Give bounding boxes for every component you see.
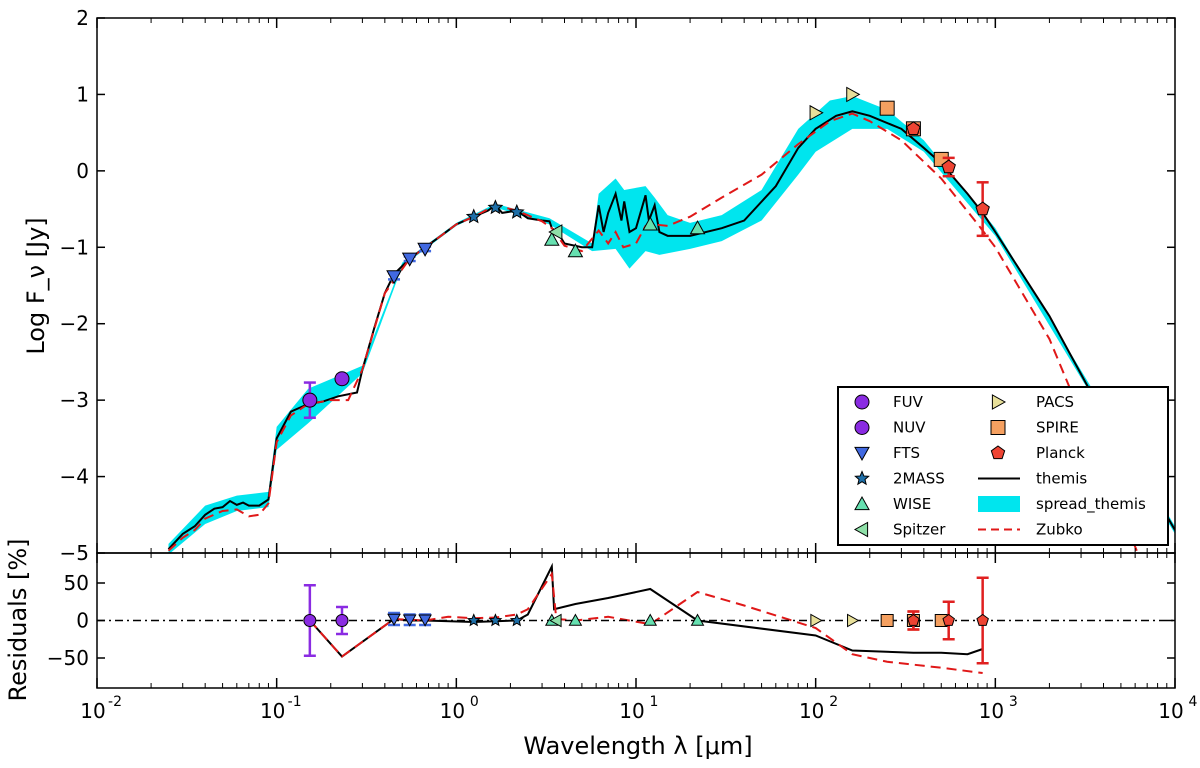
x-tick-exponent: 4	[1189, 694, 1198, 710]
point-wise-2	[642, 216, 659, 231]
x-tick-exponent: -1	[288, 694, 302, 710]
x-axis-label: Wavelength λ [μm]	[523, 732, 752, 760]
sed-panel: −5 −4 −3 −2 −1 0 1 2 Log F_ν [Jy]	[22, 6, 1176, 565]
residual-point-fts-0	[387, 613, 401, 627]
residual-line-themis	[309, 562, 983, 658]
residual-point-pacs-1	[847, 613, 860, 628]
model-line-zubko	[167, 112, 1139, 553]
point-planck-0	[906, 121, 921, 135]
residual-line-zubko	[309, 571, 983, 674]
x-tick-exponent: 2	[829, 694, 838, 710]
legend-label-nuv: NUV	[893, 419, 926, 437]
legend-patch-spread-themis	[978, 496, 1020, 512]
x-tick-exponent: 3	[1009, 694, 1018, 710]
point-nuv-0	[334, 371, 350, 387]
residual-point-spire-0	[880, 614, 894, 627]
point-wise-3	[689, 220, 706, 235]
legend-label-2mass: 2MASS	[893, 470, 945, 488]
legend-marker-2mass	[854, 470, 870, 486]
sed-y-axis-label: Log F_ν [Jy]	[22, 217, 50, 354]
point-wise-1	[567, 243, 584, 258]
point-spire-0	[879, 100, 895, 116]
x-tick-label: 10	[1158, 699, 1183, 723]
x-tick-exponent: 0	[470, 694, 479, 710]
residual-point-planck-2	[976, 613, 989, 626]
residuals-y-tick-label: 0	[76, 609, 89, 633]
point-fts-1	[401, 252, 418, 267]
residuals-panel-frame	[96, 552, 1176, 689]
point-2mass-2	[508, 203, 525, 219]
legend-frame	[837, 386, 1169, 546]
residual-point-2mass-0	[466, 613, 481, 627]
sed-y-tick-label: −3	[60, 388, 89, 412]
sed-y-tick-label: 0	[76, 159, 89, 183]
point-pacs-0	[809, 104, 824, 121]
legend-label-spread-themis: spread_themis	[1036, 495, 1146, 514]
sed-y-tick-label: −4	[60, 465, 89, 489]
x-tick-exponent: -2	[108, 694, 122, 710]
sed-y-tick-label: −2	[60, 312, 89, 336]
point-fts-2	[417, 242, 433, 257]
x-tick-label: 10	[260, 699, 285, 723]
residual-point-pacs-0	[810, 613, 823, 628]
residuals-y-axis-label: Residuals [%]	[4, 538, 32, 701]
x-tick-label: 10	[440, 699, 465, 723]
legend-label-zubko: Zubko	[1036, 521, 1083, 539]
legend-marker-fts	[854, 446, 870, 462]
legend-label-themis: themis	[1036, 470, 1087, 488]
point-2mass-0	[465, 208, 482, 224]
residuals-y-tick-label: −50	[47, 646, 89, 670]
legend-marker-spire	[990, 420, 1006, 435]
point-pacs-1	[846, 86, 861, 103]
legend-marker-wise	[854, 495, 870, 511]
point-fts-0	[386, 270, 402, 285]
sed-y-tick-label: 2	[76, 6, 89, 30]
legend-marker-nuv	[854, 420, 870, 435]
legend-label-fuv: FUV	[893, 393, 924, 411]
residual-point-wise-3	[690, 613, 705, 626]
legend-marker-fuv	[854, 394, 870, 410]
point-planck-1	[941, 159, 956, 174]
x-tick-exponent: 1	[650, 694, 659, 710]
point-fuv-0	[302, 392, 318, 408]
residual-point-wise-2	[643, 613, 658, 626]
sed-y-tick-label: −5	[60, 541, 89, 565]
residual-point-spitzer-0	[549, 613, 562, 628]
residual-point-2mass-1	[488, 613, 503, 627]
legend-marker-spitzer	[853, 521, 869, 538]
residual-point-wise-1	[568, 613, 583, 626]
x-tick-label: 10	[979, 699, 1004, 723]
legend-label-spitzer: Spitzer	[893, 521, 946, 539]
residual-point-fuv-0	[303, 614, 317, 627]
x-tick-label: 10	[619, 699, 644, 723]
residual-point-planck-1	[942, 613, 955, 626]
legend-label-planck: Planck	[1036, 444, 1085, 462]
point-2mass-1	[487, 199, 504, 215]
x-tick-label: 10	[80, 699, 105, 723]
point-spitzer-0	[548, 224, 563, 240]
point-planck-2	[975, 201, 990, 216]
residual-point-planck-0	[907, 613, 920, 626]
legend-label-spire: SPIRE	[1036, 419, 1079, 437]
legend-label-pacs: PACS	[1036, 393, 1074, 411]
residual-point-2mass-2	[509, 613, 524, 627]
residual-point-fts-1	[402, 614, 417, 627]
legend-marker-pacs	[991, 394, 1007, 410]
legend-label-wise: WISE	[893, 495, 931, 513]
sed-y-tick-label: 1	[76, 82, 89, 106]
sed-y-tick-label: −1	[60, 235, 89, 259]
residual-point-fts-2	[418, 614, 432, 627]
point-wise-0	[543, 231, 560, 246]
legend: FUV NUV FTS 2MASS WISE Spitzer PACS SPIRE Planck…	[837, 386, 1169, 546]
residual-point-nuv-0	[335, 614, 349, 627]
x-tick-label: 10	[799, 699, 824, 723]
residuals-y-tick-label: 50	[64, 571, 89, 595]
legend-marker-planck	[990, 445, 1006, 460]
legend-label-fts: FTS	[893, 444, 920, 462]
